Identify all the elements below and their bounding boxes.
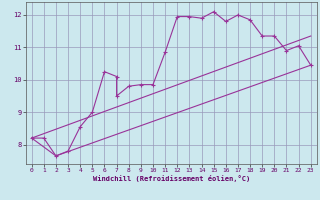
X-axis label: Windchill (Refroidissement éolien,°C): Windchill (Refroidissement éolien,°C) (92, 175, 250, 182)
